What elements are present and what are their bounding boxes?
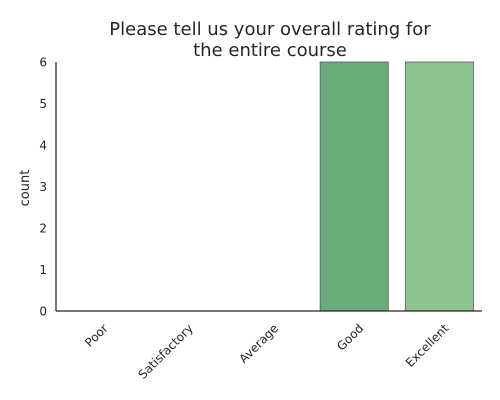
y-tick-labels: 0 1 2 3 4 5 6 xyxy=(39,56,47,319)
y-tick-label-3: 3 xyxy=(39,180,47,194)
bar-excellent xyxy=(404,61,474,312)
y-tick-label-4: 4 xyxy=(39,139,47,153)
x-tick-label-poor: Poor xyxy=(82,321,111,350)
x-tick-label-excellent: Excellent xyxy=(403,321,452,370)
chart-title-line-2: the entire course xyxy=(193,40,347,61)
y-tick-label-5: 5 xyxy=(39,97,47,111)
x-tick-label-average: Average xyxy=(236,321,281,366)
y-axis-label: count xyxy=(18,170,33,207)
y-tick-label-1: 1 xyxy=(39,263,47,277)
y-tick-label-0: 0 xyxy=(39,305,47,319)
y-tick-label-6: 6 xyxy=(39,56,47,70)
x-tick-label-good: Good xyxy=(334,321,366,353)
chart-title: Please tell us your overall rating for t… xyxy=(109,19,431,61)
x-tick-label-satisfactory: Satisfactory xyxy=(135,321,195,381)
bar-good xyxy=(319,61,389,312)
y-tick-label-2: 2 xyxy=(39,222,47,236)
x-tick-labels: Poor Satisfactory Average Good Excellent xyxy=(82,321,452,382)
chart-title-line-1: Please tell us your overall rating for xyxy=(109,19,431,40)
bars-group xyxy=(319,61,474,312)
